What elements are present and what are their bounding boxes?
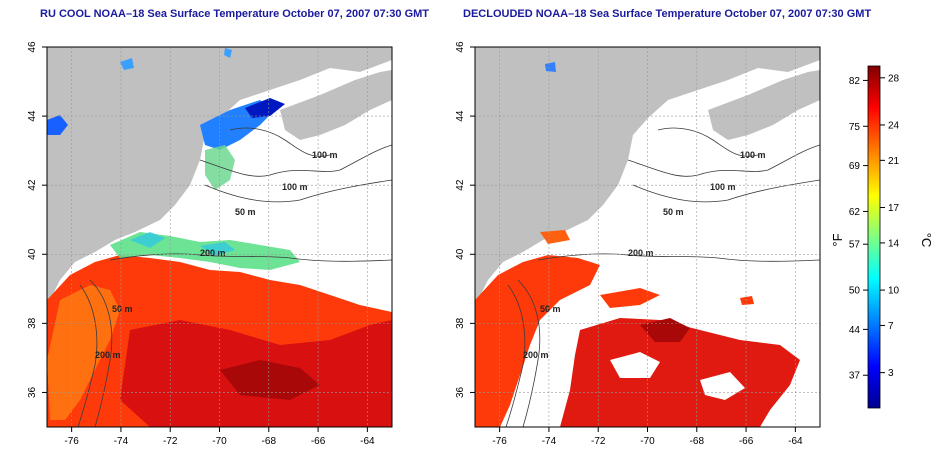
y-tick-label: 36 <box>27 386 38 398</box>
fahrenheit-tick-label: 44 <box>849 325 861 336</box>
celsius-tick-label: 21 <box>888 156 900 167</box>
x-tick-label: -64 <box>360 436 375 447</box>
sst-front-cyan <box>130 232 235 256</box>
y-tick-label: 44 <box>27 110 38 122</box>
sst-warm-region <box>475 255 600 427</box>
axis-ticks: -76 -74 -72 -70 -68 -66 -64 36 38 40 42 44 46 <box>455 41 803 447</box>
sst-hot-region <box>560 318 800 427</box>
contour-label: 100 m <box>710 182 736 192</box>
fahrenheit-tick-label: 37 <box>849 371 861 382</box>
y-tick-label: 40 <box>455 248 466 260</box>
map-title-declouded: DECLOUDED NOAA–18 Sea Surface Temperatur… <box>463 8 872 20</box>
sst-coastal-green <box>205 145 235 190</box>
celsius-tick-label: 14 <box>888 238 900 249</box>
cloud-mask <box>340 298 392 312</box>
fahrenheit-tick-label: 75 <box>849 122 861 133</box>
celsius-tick-label: 10 <box>888 286 900 297</box>
x-tick-label: -66 <box>311 436 326 447</box>
x-tick-label: -74 <box>542 436 557 447</box>
sst-patch <box>600 288 754 308</box>
x-tick-label: -72 <box>591 436 606 447</box>
contour-label: 200 m <box>200 248 226 258</box>
y-tick-label: 42 <box>27 179 38 191</box>
contour-label: 100 m <box>312 150 338 160</box>
fahrenheit-unit-label: °F <box>830 233 845 246</box>
land-mass <box>47 47 392 305</box>
axis-ticks: -76 -74 -72 -70 -68 -66 -64 36 38 40 42 44 46 <box>27 41 375 447</box>
sst-cold-patch <box>545 62 556 72</box>
x-tick-label: -68 <box>262 436 277 447</box>
nova-scotia-land <box>280 70 392 140</box>
colorbar-ticks: 28 24 21 17 14 10 7 3 82 75 69 62 57 50 44 37 <box>849 73 900 381</box>
contour-label: 50 m <box>663 207 684 217</box>
y-tick-label: 42 <box>455 179 466 191</box>
contour-label: 50 m <box>112 304 133 314</box>
sst-dark-region <box>640 318 690 342</box>
temperature-colorbar: 28 24 21 17 14 10 7 3 82 75 69 62 57 50 44 37 °F °C <box>830 65 934 409</box>
x-tick-label: -64 <box>788 436 803 447</box>
sst-patch <box>540 230 570 244</box>
celsius-tick-label: 17 <box>888 203 900 214</box>
y-tick-label: 44 <box>455 110 466 122</box>
fahrenheit-tick-label: 62 <box>849 207 861 218</box>
sst-cold-patch <box>120 48 232 70</box>
contour-label: 100 m <box>282 182 308 192</box>
sst-gulfmaine-dark <box>245 98 285 118</box>
x-tick-label: -76 <box>492 436 507 447</box>
y-tick-label: 36 <box>455 386 466 398</box>
cloud-mask <box>610 352 745 400</box>
contour-label: 200 m <box>628 248 654 258</box>
y-tick-label: 38 <box>455 317 466 329</box>
celsius-tick-label: 24 <box>888 120 900 131</box>
sst-dark-region <box>220 360 320 400</box>
x-tick-label: -70 <box>640 436 655 447</box>
map-raw: 100 m 100 m 50 m 200 m 50 m 200 m -76 -74… <box>27 41 393 447</box>
y-tick-label: 40 <box>27 248 38 260</box>
graticule <box>47 46 392 427</box>
x-tick-label: -74 <box>114 436 129 447</box>
celsius-tick-label: 3 <box>888 368 894 379</box>
fahrenheit-tick-label: 50 <box>849 286 861 297</box>
celsius-unit-label: °C <box>919 233 934 248</box>
y-tick-label: 38 <box>27 317 38 329</box>
x-tick-label: -68 <box>690 436 705 447</box>
celsius-tick-label: 7 <box>888 321 894 332</box>
contour-label: 50 m <box>235 207 256 217</box>
contour-label: 200 m <box>95 350 121 360</box>
x-tick-label: -66 <box>739 436 754 447</box>
y-tick-label: 46 <box>27 41 38 53</box>
fahrenheit-tick-label: 57 <box>849 240 861 251</box>
contour-label: 200 m <box>523 350 549 360</box>
x-tick-label: -76 <box>64 436 79 447</box>
y-tick-label: 46 <box>455 41 466 53</box>
colorbar-gradient <box>867 65 881 409</box>
sst-offshore-blue <box>47 115 68 135</box>
fahrenheit-tick-label: 69 <box>849 161 861 172</box>
fahrenheit-tick-label: 82 <box>849 76 861 87</box>
contour-label: 100 m <box>740 150 766 160</box>
x-tick-label: -70 <box>212 436 227 447</box>
land-mass <box>475 47 820 305</box>
sst-orange-shelf <box>47 285 120 420</box>
nova-scotia-land <box>708 70 820 140</box>
map-declouded: 100 m 100 m 50 m 200 m 50 m 200 m -76 -74… <box>455 41 821 447</box>
map-title-raw: RU COOL NOAA–18 Sea Surface Temperature … <box>40 8 430 20</box>
celsius-tick-label: 28 <box>888 73 900 84</box>
contour-label: 50 m <box>540 304 561 314</box>
x-tick-label: -72 <box>163 436 178 447</box>
